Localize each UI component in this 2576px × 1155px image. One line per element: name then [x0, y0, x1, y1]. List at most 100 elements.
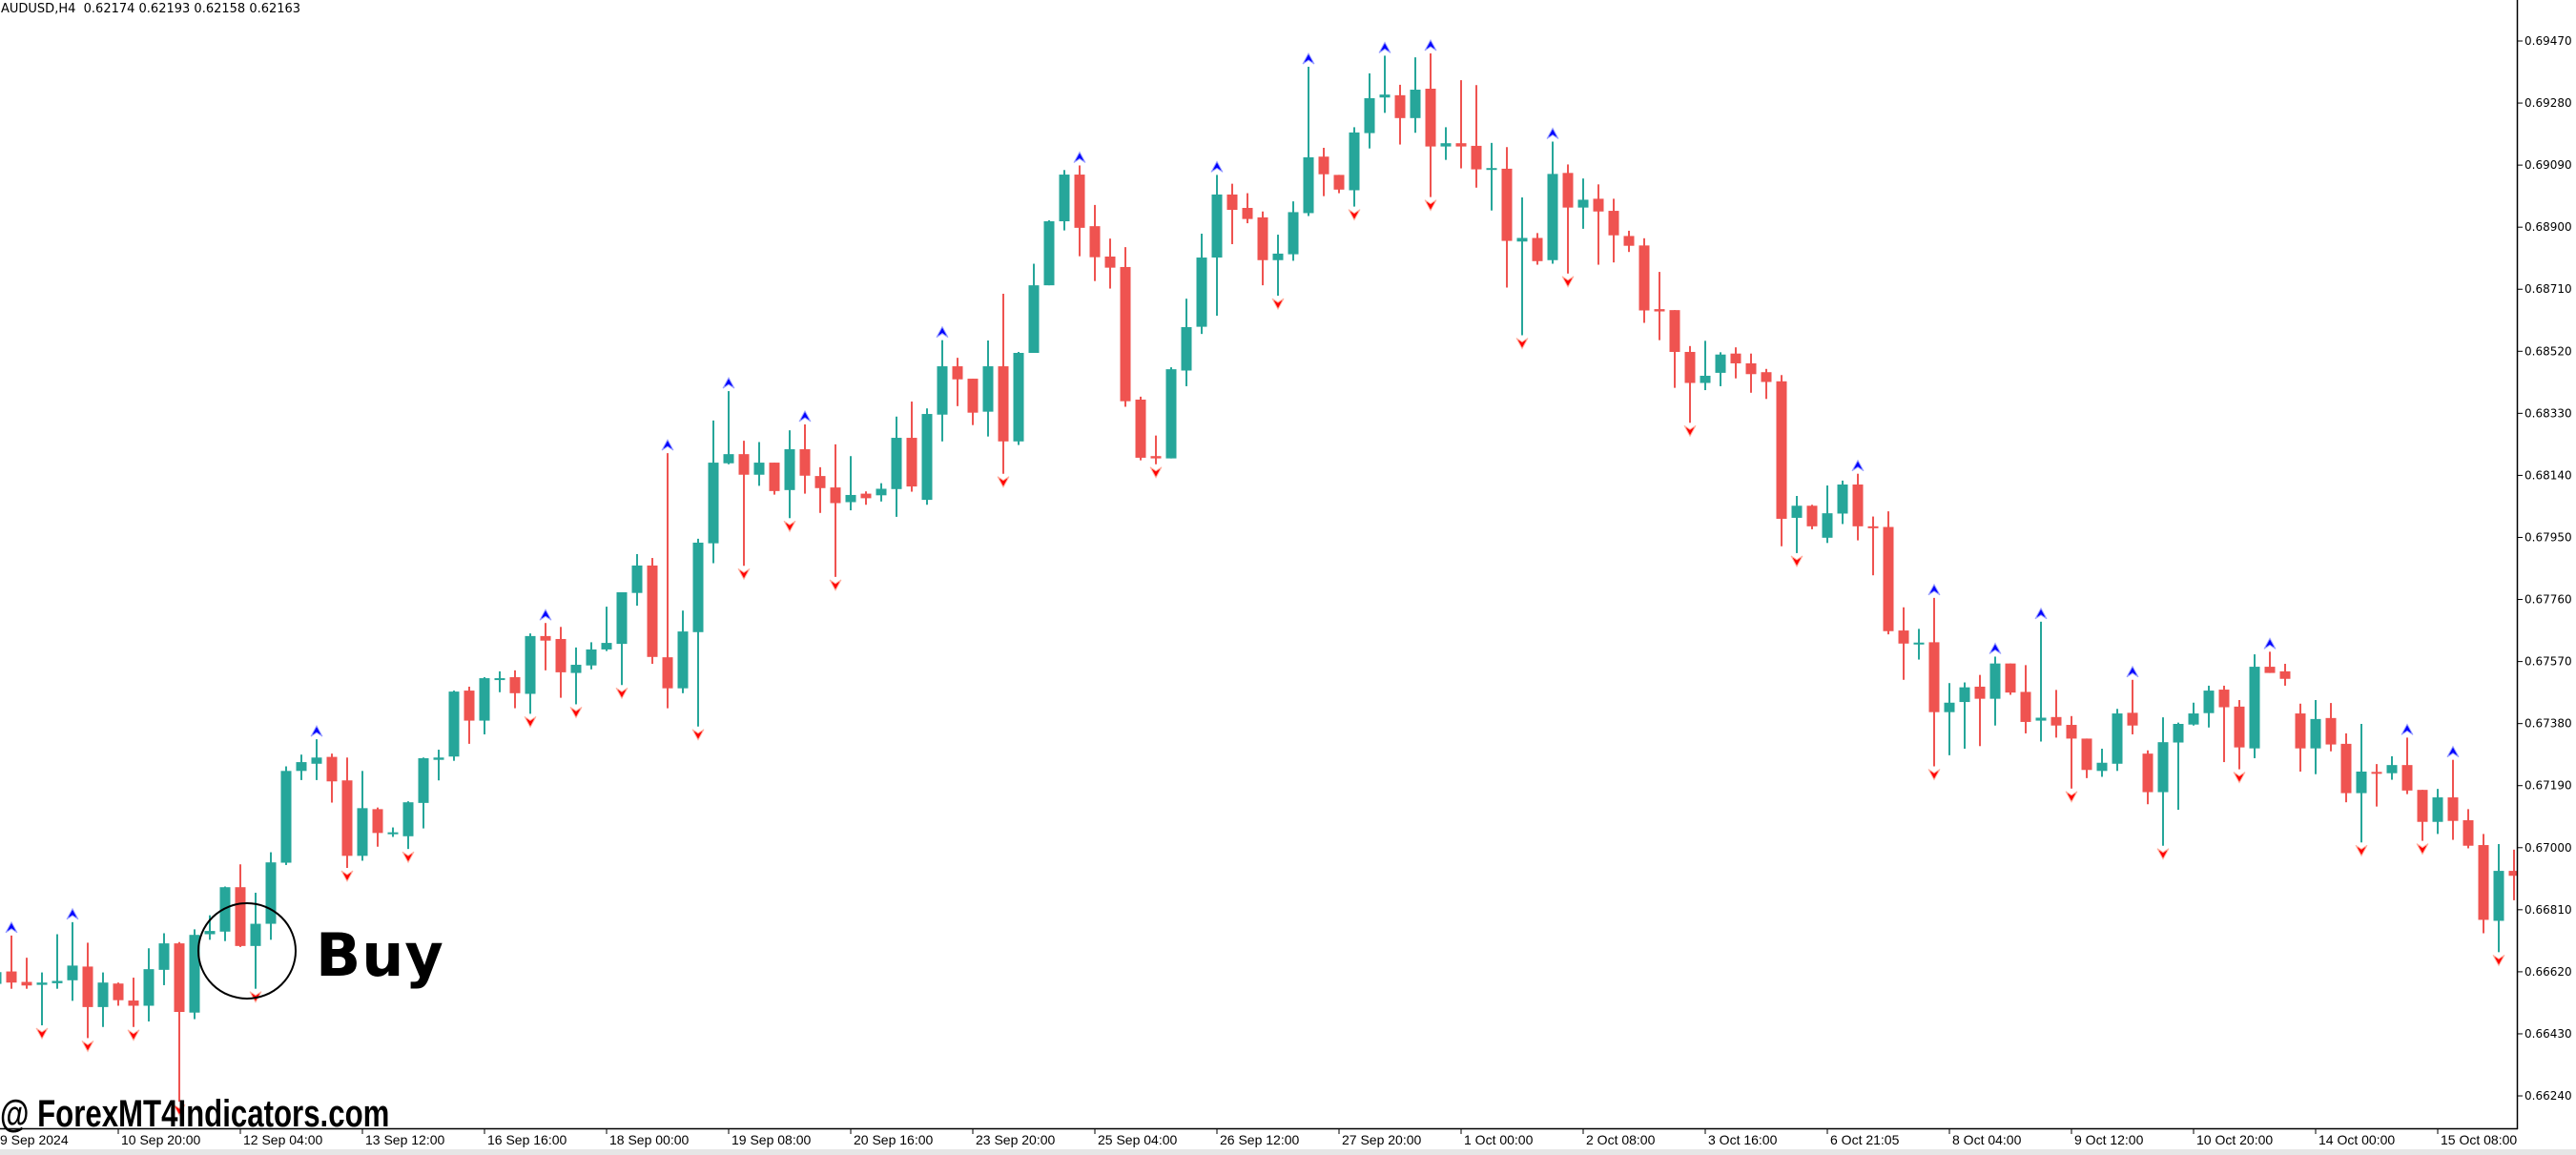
candle-body	[1318, 156, 1329, 175]
candle	[2493, 844, 2504, 953]
candle-body	[2386, 765, 2398, 773]
candle	[1867, 516, 1879, 576]
candle	[631, 553, 643, 607]
sell-signal-down-arrow-icon	[1790, 555, 1803, 567]
candle-body	[2218, 690, 2230, 708]
candle	[2478, 834, 2489, 934]
candle-body	[1913, 642, 1925, 645]
candle	[464, 686, 475, 744]
time-tick-label: 6 Oct 21:05	[1830, 1132, 1900, 1147]
time-tick-label: 10 Sep 20:00	[121, 1132, 201, 1147]
sell-signal-down-arrow-icon	[1271, 298, 1285, 311]
candle	[1104, 238, 1116, 289]
time-tick-label: 15 Oct 08:00	[2441, 1132, 2517, 1147]
time-tick-label: 12 Sep 04:00	[243, 1132, 323, 1147]
candle-body	[2371, 772, 2382, 774]
candle	[448, 691, 460, 761]
buy-signal-circle	[197, 902, 297, 1000]
candle	[1043, 219, 1055, 286]
candle	[1638, 237, 1650, 323]
candle	[1852, 473, 1864, 541]
candle	[2295, 703, 2306, 772]
candle	[2050, 690, 2062, 738]
candle-body	[1013, 353, 1024, 442]
candle-body	[2050, 716, 2062, 726]
candle-body	[2234, 706, 2245, 748]
candle	[2279, 663, 2291, 686]
candle-body	[52, 980, 63, 983]
candle-body	[2447, 797, 2459, 821]
candle-body	[937, 366, 948, 415]
candle-body	[692, 542, 704, 632]
candle	[1349, 127, 1360, 207]
price-tick-label: 0.67190	[2524, 779, 2572, 793]
candle	[67, 921, 78, 1001]
candle	[2432, 789, 2443, 835]
candle	[1150, 435, 1162, 464]
candle-body	[296, 762, 307, 772]
candle-body	[1959, 687, 1970, 703]
sell-signal-down-arrow-icon	[524, 715, 537, 729]
candle-body	[2463, 820, 2474, 846]
candle	[784, 430, 795, 519]
candle	[2020, 665, 2031, 733]
buy-signal-up-arrow-icon	[1989, 642, 2002, 654]
candle-body	[1272, 253, 1284, 260]
time-axis-cover	[0, 1129, 2576, 1149]
candle	[2188, 702, 2199, 726]
candle	[814, 466, 826, 513]
candle	[1562, 164, 1574, 274]
candle-body	[357, 808, 368, 856]
candle	[555, 627, 567, 698]
buy-signal-up-arrow-icon	[66, 907, 79, 920]
candle-body	[189, 935, 200, 1013]
candle-body	[921, 414, 933, 501]
candle-body	[128, 1000, 139, 1006]
candle-body	[1043, 221, 1055, 286]
bottom-strip	[0, 1149, 2576, 1155]
candle-body	[250, 923, 261, 946]
candle	[677, 610, 689, 693]
candle-body	[2203, 691, 2215, 713]
buy-signal-up-arrow-icon	[1851, 459, 1865, 472]
time-tick-label: 14 Oct 00:00	[2318, 1132, 2395, 1147]
candle-body	[2112, 713, 2123, 764]
candle	[250, 893, 261, 989]
candle	[2142, 750, 2154, 805]
candle	[723, 391, 734, 464]
candle	[1623, 230, 1635, 253]
time-tick-label: 3 Oct 16:00	[1708, 1132, 1778, 1147]
candle-body	[2279, 670, 2291, 679]
candle-body	[1104, 256, 1116, 268]
sell-signal-down-arrow-icon	[1348, 209, 1361, 221]
candle	[1532, 233, 1543, 265]
candle-body	[967, 379, 979, 413]
candle-body	[1547, 174, 1558, 260]
candle	[1410, 57, 1421, 134]
candle	[799, 424, 811, 494]
candle-body	[784, 449, 795, 490]
candle	[662, 453, 673, 709]
time-tick-label: 18 Sep 00:00	[609, 1132, 690, 1147]
candle-body	[616, 592, 628, 645]
sell-signal-down-arrow-icon	[173, 1103, 186, 1117]
candle	[2066, 715, 2077, 789]
sell-signal-down-arrow-icon	[1515, 338, 1529, 350]
price-tick-label: 0.66240	[2524, 1089, 2572, 1103]
candle-body	[2035, 717, 2047, 721]
candle	[1516, 197, 1528, 336]
time-tick-label: 20 Sep 16:00	[854, 1132, 934, 1147]
candle-body	[97, 982, 109, 1007]
sell-signal-down-arrow-icon	[1561, 276, 1575, 288]
candle-body	[891, 438, 902, 489]
buy-signal-up-arrow-icon	[1424, 38, 1437, 52]
candle-body	[36, 982, 48, 985]
candle-body	[2249, 667, 2260, 749]
candle-body	[509, 677, 521, 693]
time-tick-label: 13 Sep 12:00	[365, 1132, 445, 1147]
candle-body	[1974, 686, 1986, 699]
price-tick-label: 0.69090	[2524, 158, 2572, 172]
candle	[52, 934, 63, 989]
time-tick-label: 23 Sep 20:00	[976, 1132, 1056, 1147]
